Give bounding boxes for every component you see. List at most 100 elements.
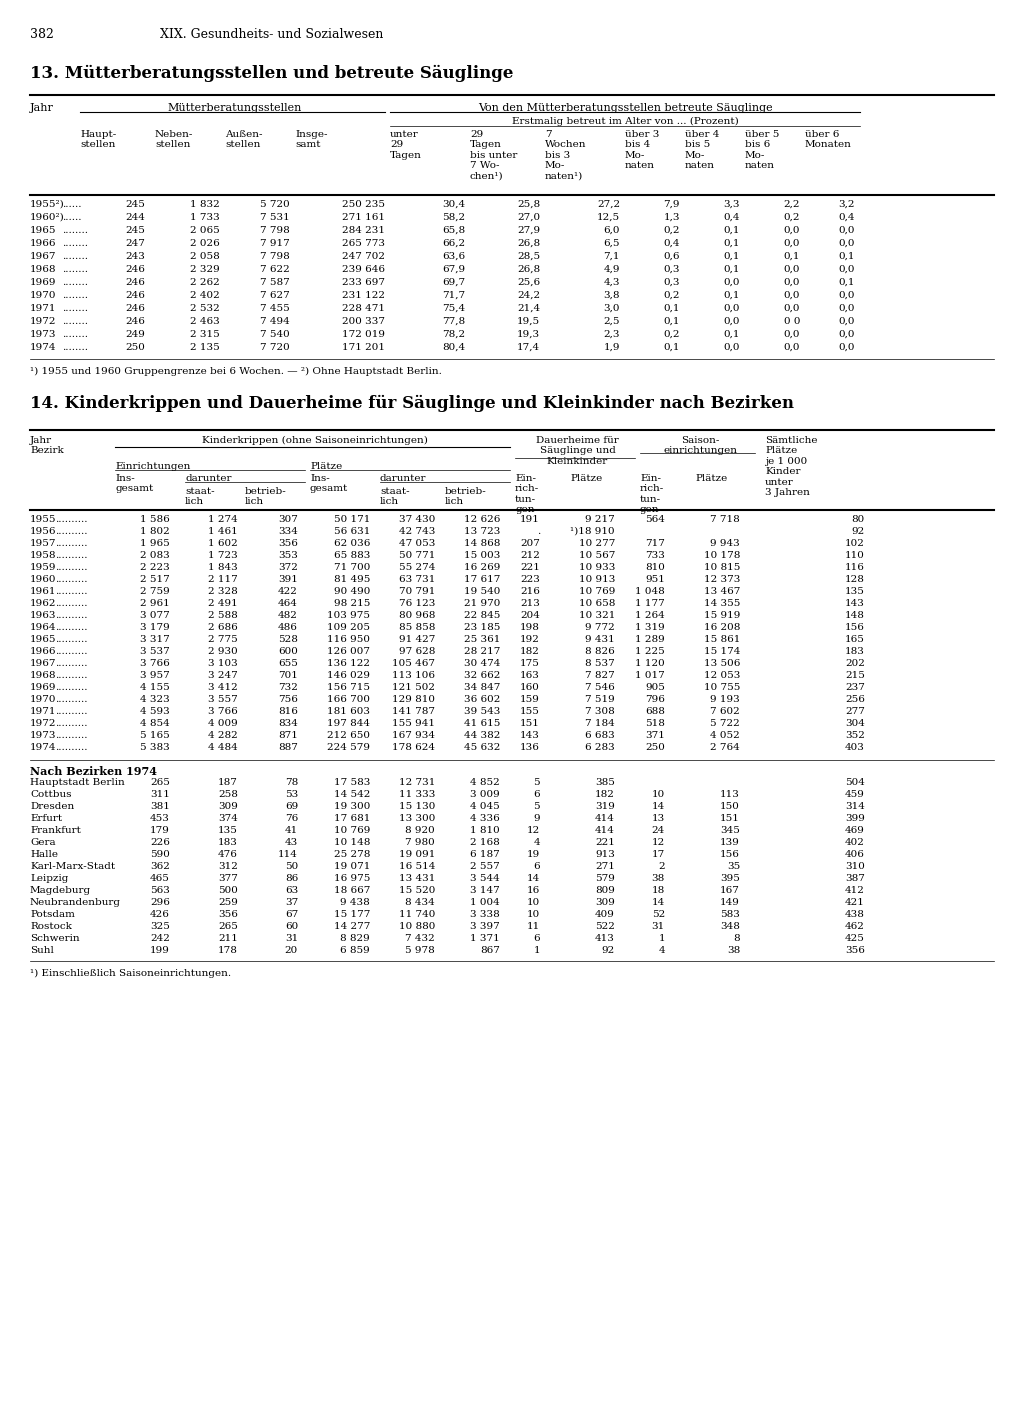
Text: 246: 246 — [125, 304, 145, 312]
Text: 0,2: 0,2 — [783, 214, 800, 222]
Text: Cottbus: Cottbus — [30, 790, 72, 799]
Text: 98 215: 98 215 — [334, 600, 370, 608]
Text: 116: 116 — [845, 563, 865, 573]
Text: Erstmalig betreut im Alter von ... (Prozent): Erstmalig betreut im Alter von ... (Proz… — [512, 117, 738, 126]
Text: 183: 183 — [845, 648, 865, 656]
Text: 2,3: 2,3 — [603, 329, 620, 339]
Text: ..........: .......... — [55, 515, 87, 525]
Text: 17,4: 17,4 — [517, 344, 540, 352]
Text: 9 193: 9 193 — [711, 696, 740, 704]
Text: 216: 216 — [520, 587, 540, 595]
Text: 67,9: 67,9 — [442, 264, 465, 274]
Text: 12,5: 12,5 — [597, 214, 620, 222]
Text: 17 617: 17 617 — [464, 575, 500, 584]
Text: ¹) Einschließlich Saisoneinrichtungen.: ¹) Einschließlich Saisoneinrichtungen. — [30, 969, 231, 978]
Text: 1 177: 1 177 — [635, 600, 665, 608]
Text: 213: 213 — [520, 600, 540, 608]
Text: 0,0: 0,0 — [839, 329, 855, 339]
Text: ..........: .......... — [55, 683, 87, 691]
Text: ..........: .......... — [55, 696, 87, 704]
Text: 0,0: 0,0 — [783, 226, 800, 235]
Text: 9 431: 9 431 — [586, 635, 615, 643]
Text: 2 930: 2 930 — [208, 648, 238, 656]
Text: 3 147: 3 147 — [470, 887, 500, 895]
Text: 374: 374 — [218, 814, 238, 823]
Text: 2 588: 2 588 — [208, 611, 238, 619]
Text: 271: 271 — [595, 863, 615, 871]
Text: ..........: .......... — [55, 635, 87, 643]
Text: 265: 265 — [151, 778, 170, 788]
Text: 197 844: 197 844 — [327, 718, 370, 728]
Text: 1961: 1961 — [30, 587, 56, 595]
Text: 414: 414 — [595, 814, 615, 823]
Text: 1958: 1958 — [30, 551, 56, 560]
Text: Leipzig: Leipzig — [30, 874, 69, 882]
Text: 362: 362 — [151, 863, 170, 871]
Text: 0,0: 0,0 — [724, 344, 740, 352]
Text: 160: 160 — [520, 683, 540, 691]
Text: ¹)18 910: ¹)18 910 — [570, 527, 615, 536]
Text: ..........: .......... — [55, 731, 87, 740]
Text: 10: 10 — [526, 898, 540, 906]
Text: 1 832: 1 832 — [190, 199, 220, 209]
Text: 179: 179 — [151, 826, 170, 836]
Text: 52: 52 — [651, 911, 665, 919]
Text: 16 975: 16 975 — [334, 874, 370, 882]
Text: 15 861: 15 861 — [703, 635, 740, 643]
Text: 50 171: 50 171 — [334, 515, 370, 525]
Text: 8: 8 — [733, 935, 740, 943]
Text: Schwerin: Schwerin — [30, 935, 80, 943]
Text: 4 009: 4 009 — [208, 718, 238, 728]
Text: 7 917: 7 917 — [260, 239, 290, 247]
Text: 3,8: 3,8 — [603, 291, 620, 300]
Text: 7 718: 7 718 — [711, 515, 740, 525]
Text: 250 235: 250 235 — [342, 199, 385, 209]
Text: Magdeburg: Magdeburg — [30, 887, 91, 895]
Text: Suhl: Suhl — [30, 946, 54, 954]
Text: 37: 37 — [285, 898, 298, 906]
Text: 70 791: 70 791 — [398, 587, 435, 595]
Text: 412: 412 — [845, 887, 865, 895]
Text: Jahr: Jahr — [30, 103, 54, 113]
Text: 221: 221 — [520, 563, 540, 573]
Text: 406: 406 — [845, 850, 865, 858]
Text: ..........: .......... — [55, 600, 87, 608]
Text: Ein-
rich-
tun-
gen: Ein- rich- tun- gen — [640, 474, 665, 515]
Text: 7 546: 7 546 — [586, 683, 615, 691]
Text: 1 733: 1 733 — [190, 214, 220, 222]
Text: 482: 482 — [279, 611, 298, 619]
Text: 382: 382 — [30, 28, 54, 41]
Text: ..........: .......... — [55, 707, 87, 715]
Text: ........: ........ — [62, 291, 88, 300]
Text: 23 185: 23 185 — [464, 624, 500, 632]
Text: 183: 183 — [218, 839, 238, 847]
Text: 3 397: 3 397 — [470, 922, 500, 930]
Text: 688: 688 — [645, 707, 665, 715]
Text: 1967: 1967 — [30, 252, 56, 262]
Text: 809: 809 — [595, 887, 615, 895]
Text: ..........: .......... — [55, 587, 87, 595]
Text: 2 759: 2 759 — [140, 587, 170, 595]
Text: 3,3: 3,3 — [724, 199, 740, 209]
Text: 459: 459 — [845, 790, 865, 799]
Text: 387: 387 — [845, 874, 865, 882]
Text: 9 943: 9 943 — [711, 539, 740, 549]
Text: 265: 265 — [218, 922, 238, 930]
Text: 309: 309 — [218, 802, 238, 812]
Text: 228 471: 228 471 — [342, 304, 385, 312]
Text: 36 602: 36 602 — [464, 696, 500, 704]
Text: 15 919: 15 919 — [703, 611, 740, 619]
Text: 259: 259 — [218, 898, 238, 906]
Text: 356: 356 — [218, 911, 238, 919]
Text: 110: 110 — [845, 551, 865, 560]
Text: 0,4: 0,4 — [839, 214, 855, 222]
Text: 19,3: 19,3 — [517, 329, 540, 339]
Text: 159: 159 — [520, 696, 540, 704]
Text: 247 702: 247 702 — [342, 252, 385, 262]
Text: 325: 325 — [151, 922, 170, 930]
Text: 7,9: 7,9 — [664, 199, 680, 209]
Text: 345: 345 — [720, 826, 740, 836]
Text: 1 289: 1 289 — [635, 635, 665, 643]
Text: 10 933: 10 933 — [579, 563, 615, 573]
Text: Hauptstadt Berlin: Hauptstadt Berlin — [30, 778, 125, 788]
